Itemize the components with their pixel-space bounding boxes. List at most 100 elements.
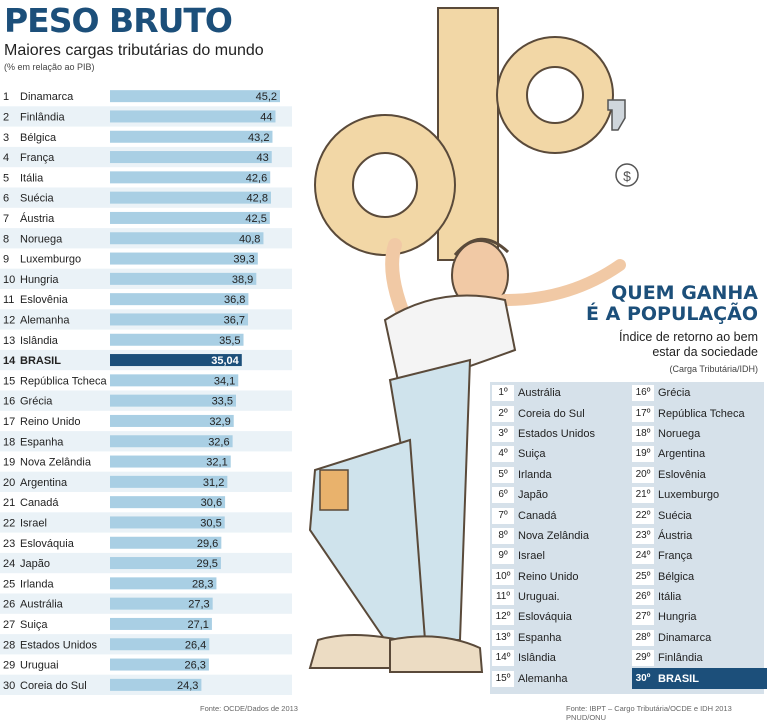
bar-rank-label: 11 bbox=[3, 294, 14, 306]
bar-value-label: 32,9 bbox=[209, 416, 230, 428]
bar-value-label: 42,8 bbox=[247, 193, 268, 205]
chart-unit-note: (% em relação ao PIB) bbox=[4, 62, 95, 72]
ranking-country: Luxemburgo bbox=[658, 489, 720, 502]
bar-category-label: Dinamarca bbox=[20, 91, 74, 103]
ranking-country: Irlanda bbox=[518, 468, 552, 481]
bar-category-label: Suiça bbox=[20, 619, 48, 631]
bar-category-label: Espanha bbox=[20, 436, 64, 448]
bar bbox=[110, 516, 225, 529]
ranking-country: Espanha bbox=[518, 631, 562, 644]
ranking-country: Uruguai. bbox=[518, 591, 560, 604]
ranking-item: 24º França bbox=[632, 546, 767, 566]
ranking-item: 15º Alemanha bbox=[492, 668, 627, 688]
bar-value-label: 42,5 bbox=[245, 213, 266, 225]
bar-rank-label: 1 bbox=[3, 91, 9, 103]
ranking-item: 16º Grécia bbox=[632, 383, 767, 403]
bar bbox=[110, 211, 270, 224]
ranking-country: Grécia bbox=[658, 387, 691, 400]
bar-value-label: 35,04 bbox=[211, 355, 239, 367]
bar-value-label: 35,5 bbox=[219, 335, 240, 347]
coin-icon: $ bbox=[615, 163, 639, 187]
ranking-country: Canadá bbox=[518, 509, 557, 522]
ranking-country: Islândia bbox=[518, 652, 556, 665]
bar-category-label: Reino Unido bbox=[20, 416, 81, 428]
ranking-item: 25º Bélgica bbox=[632, 567, 767, 587]
bar-rank-label: 23 bbox=[3, 538, 15, 550]
ranking-item: 13º Espanha bbox=[492, 628, 627, 648]
bar bbox=[110, 151, 272, 164]
bar-rank-label: 21 bbox=[3, 497, 15, 509]
bar bbox=[110, 272, 257, 285]
bar-category-label: Eslováquia bbox=[20, 538, 75, 550]
bar-rank-label: 6 bbox=[3, 193, 9, 205]
bar-value-label: 45,2 bbox=[256, 91, 277, 103]
bar bbox=[110, 232, 264, 245]
ranking-position: 27º bbox=[632, 609, 654, 626]
bar-value-label: 24,3 bbox=[177, 680, 198, 692]
ranking-country: Dinamarca bbox=[658, 631, 712, 644]
ranking-position: 18º bbox=[632, 425, 654, 442]
ranking-position: 19º bbox=[632, 446, 654, 463]
bar bbox=[110, 171, 271, 184]
ranking-country: Hungria bbox=[658, 611, 697, 624]
bar-value-label: 29,5 bbox=[197, 558, 218, 570]
ranking-item: 23º Áustria bbox=[632, 526, 767, 546]
ranking-position: 25º bbox=[632, 568, 654, 585]
ranking-item: 27º Hungria bbox=[632, 607, 767, 627]
ranking-item: 8º Nova Zelândia bbox=[492, 526, 627, 546]
bar-category-label: Alemanha bbox=[20, 314, 70, 326]
ranking-item: 28º Dinamarca bbox=[632, 628, 767, 648]
ranking-position: 1º bbox=[492, 385, 514, 402]
bar bbox=[110, 658, 209, 671]
bar-rank-label: 30 bbox=[3, 680, 15, 692]
bar-value-label: 32,6 bbox=[208, 436, 229, 448]
bar bbox=[110, 130, 273, 143]
ranking-item: 19º Argentina bbox=[632, 444, 767, 464]
ranking-position: 11º bbox=[492, 589, 514, 606]
bar bbox=[110, 455, 231, 468]
bar-category-label: Suécia bbox=[20, 193, 55, 205]
bar-rank-label: 28 bbox=[3, 639, 15, 651]
bar-category-label: Grécia bbox=[20, 396, 53, 408]
panel-source: Fonte: IBPT – Cargo Tributária/OCDE e ID… bbox=[566, 704, 732, 722]
bar-rank-label: 4 bbox=[3, 152, 9, 164]
ranking-position: 2º bbox=[492, 405, 514, 422]
bar-rank-label: 12 bbox=[3, 314, 15, 326]
bar-rank-label: 3 bbox=[3, 132, 9, 144]
ranking-country: Israel bbox=[518, 550, 545, 563]
ranking-country: República Tcheca bbox=[658, 407, 745, 420]
ranking-position: 26º bbox=[632, 589, 654, 606]
bar-value-label: 36,8 bbox=[224, 294, 245, 306]
ranking-country: Japão bbox=[518, 489, 548, 502]
bar-category-label: Uruguai bbox=[20, 660, 59, 672]
panel-subtitle: Índice de retorno ao bem estar da socied… bbox=[619, 330, 758, 360]
panel-subtitle-line2: estar da sociedade bbox=[652, 345, 758, 359]
ranking-country: BRASIL bbox=[658, 672, 699, 685]
svg-text:$: $ bbox=[623, 168, 631, 184]
panel-title: QUEM GANHA É A POPULAÇÃO bbox=[586, 283, 758, 325]
bar-value-label: 40,8 bbox=[239, 233, 260, 245]
bar bbox=[110, 252, 258, 265]
bar-rank-label: 13 bbox=[3, 335, 15, 347]
ranking-country: Alemanha bbox=[518, 672, 568, 685]
bar-category-label: Japão bbox=[20, 558, 50, 570]
panel-title-line2: É A POPULAÇÃO bbox=[586, 303, 758, 325]
bar-rank-label: 18 bbox=[3, 436, 15, 448]
ranking-position: 21º bbox=[632, 487, 654, 504]
ranking-item: 21º Luxemburgo bbox=[632, 485, 767, 505]
bar-category-label: Irlanda bbox=[20, 578, 55, 590]
ranking-item: 2º Coreia do Sul bbox=[492, 403, 627, 423]
bar bbox=[110, 354, 242, 367]
bar bbox=[110, 435, 233, 448]
ranking-country: França bbox=[658, 550, 693, 563]
ranking-item: 9º Israel bbox=[492, 546, 627, 566]
bar-rank-label: 7 bbox=[3, 213, 9, 225]
bar-category-label: Bélgica bbox=[20, 132, 57, 144]
ranking-position: 4º bbox=[492, 446, 514, 463]
ranking-position: 15º bbox=[492, 670, 514, 687]
bar-value-label: 32,1 bbox=[206, 457, 227, 469]
percent-sign-illustration bbox=[314, 7, 626, 261]
bar-rank-label: 9 bbox=[3, 254, 9, 266]
ranking-item: 11º Uruguai. bbox=[492, 587, 627, 607]
ranking-country: Áustria bbox=[658, 529, 693, 542]
